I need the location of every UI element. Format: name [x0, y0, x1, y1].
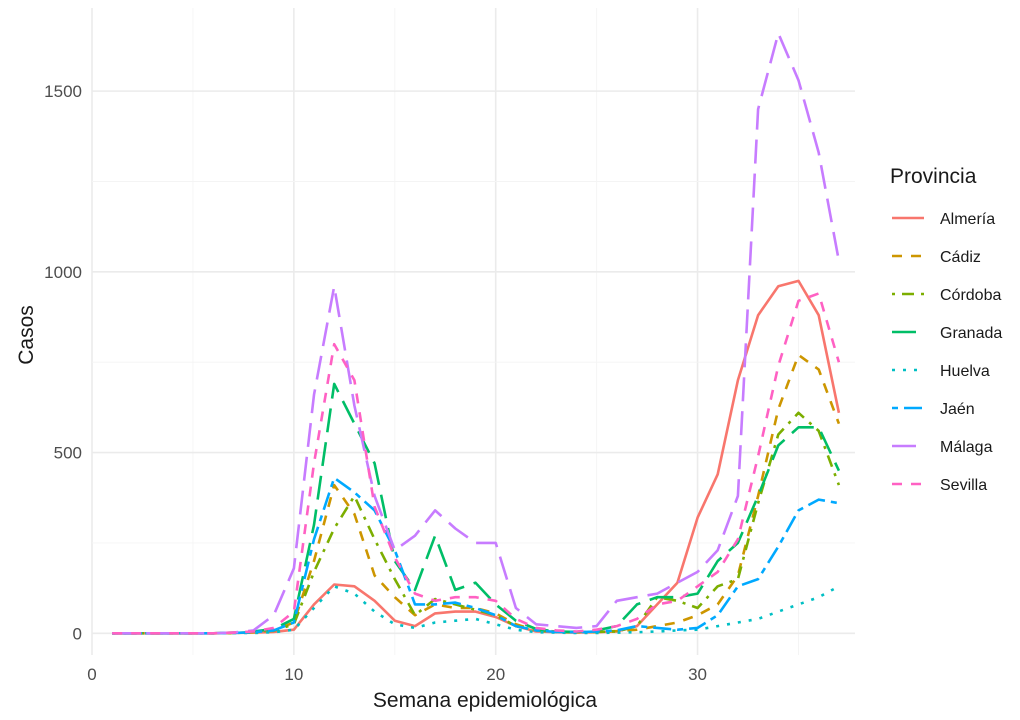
- legend-label: Granada: [940, 325, 1002, 342]
- legend-title: Provincia: [890, 165, 977, 188]
- legend-label: Jaén: [940, 401, 975, 418]
- series-line-jaén: [112, 476, 840, 635]
- series-line-almería: [112, 279, 841, 635]
- legend-label: Sevilla: [940, 477, 987, 494]
- legend: Provincia Almería Cádiz Córdoba Granada Huel…: [890, 165, 1002, 494]
- series-lines: [112, 31, 841, 635]
- y-tick-label: 1000: [44, 263, 82, 282]
- legend-label: Córdoba: [940, 287, 1001, 304]
- legend-label: Almería: [940, 211, 995, 228]
- y-axis-title: Casos: [15, 305, 38, 365]
- y-tick-label: 500: [54, 444, 82, 463]
- legend-label: Cádiz: [940, 249, 981, 266]
- x-axis-ticks: 0 10 20 30: [87, 665, 707, 684]
- legend-label: Huelva: [940, 363, 990, 380]
- y-tick-label: 1500: [44, 82, 82, 101]
- x-tick-label: 30: [688, 665, 707, 684]
- x-tick-label: 10: [284, 665, 303, 684]
- x-tick-label: 20: [486, 665, 505, 684]
- y-tick-label: 0: [73, 624, 82, 643]
- series-line-córdoba: [112, 411, 841, 635]
- series-line-huelva: [112, 585, 840, 635]
- x-axis-title: Semana epidemiológica: [373, 689, 597, 712]
- legend-label: Málaga: [940, 439, 993, 456]
- y-axis-ticks: 0 500 1000 1500: [44, 82, 82, 643]
- grid: [91, 8, 855, 655]
- x-tick-label: 0: [87, 665, 96, 684]
- series-line-cádiz: [112, 353, 841, 635]
- series-line-sevilla: [112, 292, 841, 635]
